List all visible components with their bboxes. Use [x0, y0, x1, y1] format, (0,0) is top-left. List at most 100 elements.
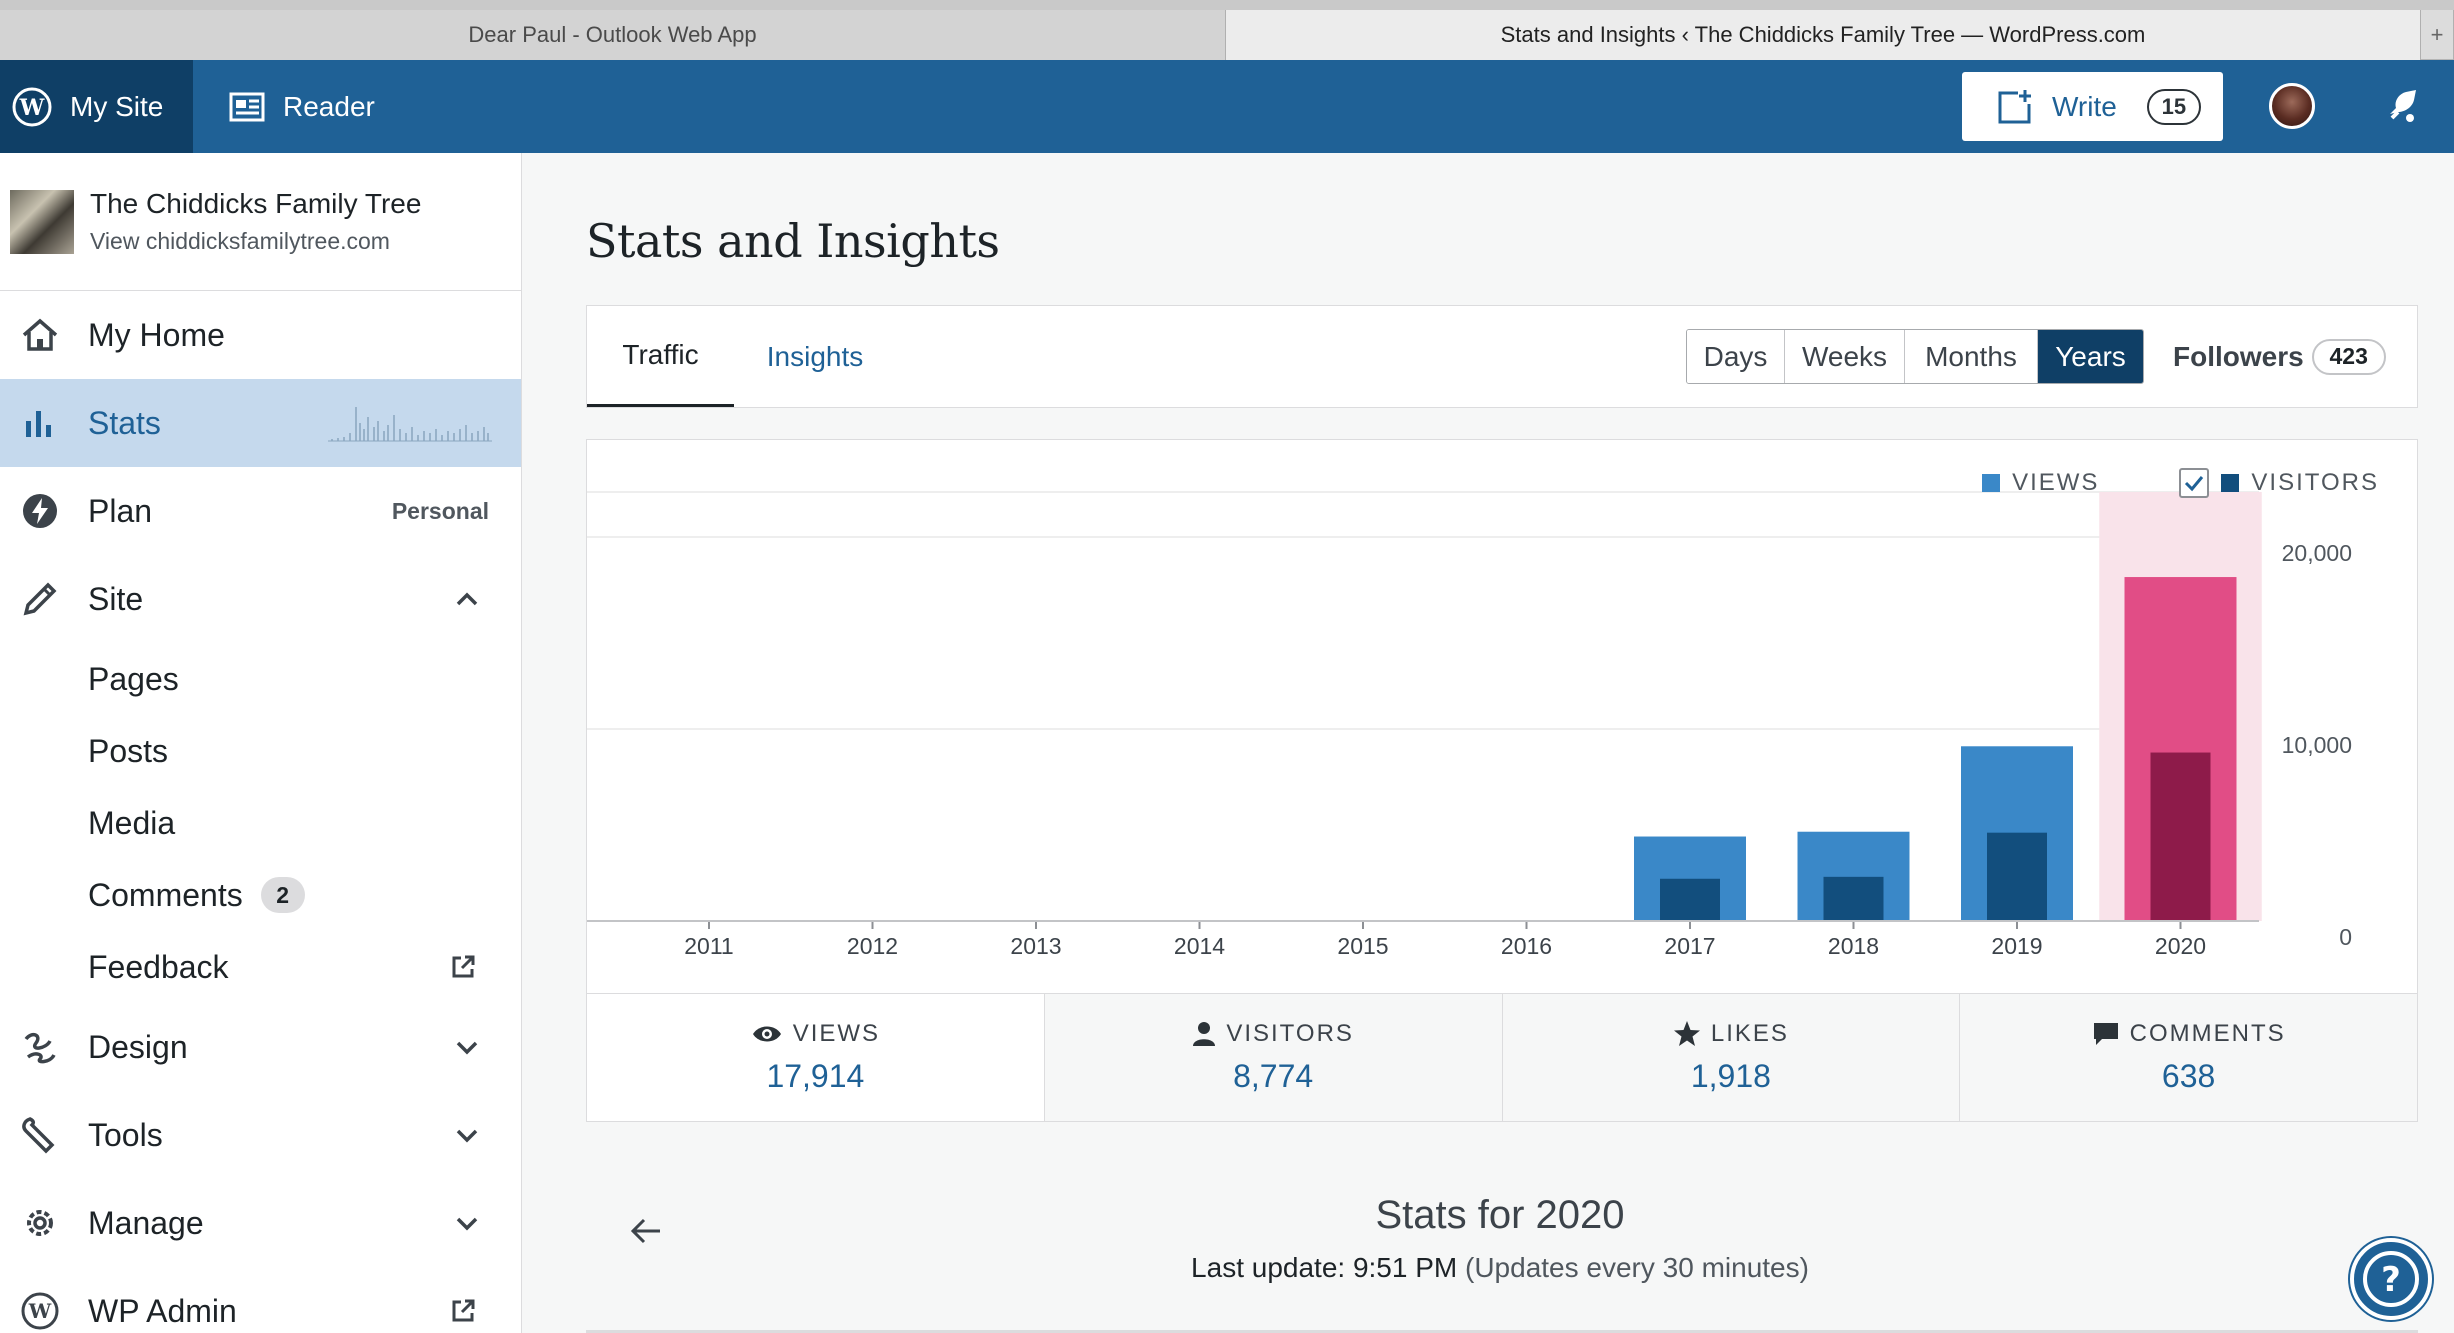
browser-tab-outlook[interactable]: Dear Paul - Outlook Web App	[0, 10, 1226, 60]
period-years-button[interactable]: Years	[2038, 330, 2143, 383]
visitors-bar	[1660, 878, 1720, 921]
period-selector: Days Weeks Months Years	[1686, 329, 2144, 384]
followers-label: Followers	[2173, 340, 2304, 372]
write-label: Write	[2052, 90, 2117, 122]
summary-comments-tab[interactable]: COMMENTS 638	[1959, 994, 2417, 1121]
help-button[interactable]: ?	[2350, 1238, 2432, 1320]
section-divider	[586, 1330, 2418, 1333]
sidebar-item-label: Feedback	[88, 948, 229, 985]
reader-icon	[229, 91, 265, 123]
period-days-button[interactable]: Days	[1687, 330, 1785, 383]
speech-bubble-icon	[2093, 1023, 2118, 1045]
sidebar-item-plan[interactable]: Plan Personal	[0, 467, 521, 555]
reader-label: Reader	[283, 90, 375, 122]
reader-button[interactable]: Reader	[193, 60, 375, 153]
followers-count-badge: 423	[2311, 338, 2386, 375]
x-tick-label: 2017	[1664, 933, 1715, 959]
bar-chart-icon	[26, 411, 51, 437]
tab-insights[interactable]: Insights	[766, 340, 864, 372]
x-tick-label: 2019	[1991, 933, 2042, 959]
x-tick-label: 2020	[2155, 933, 2206, 959]
sidebar-subitem-comments[interactable]: Comments 2	[0, 859, 521, 931]
plan-bolt-icon	[23, 494, 57, 528]
view-site-link[interactable]: View chiddicksfamilytree.com	[90, 228, 390, 254]
summary-visitors-tab[interactable]: VISITORS 8,774	[1043, 994, 1502, 1121]
visitors-bar	[1987, 832, 2047, 921]
checkmark-icon	[2185, 476, 2204, 492]
stats-navigation: Traffic Insights Days Weeks Months Years…	[586, 305, 2418, 408]
sidebar-item-manage[interactable]: Manage	[0, 1179, 521, 1267]
chevron-down-icon[interactable]	[453, 1033, 481, 1061]
stats-chart-card: 0 10,000 20,000 2011 2012 2013 2014 2015 2016 201…	[586, 439, 2418, 1122]
chevron-down-icon[interactable]	[453, 1209, 481, 1237]
visitors-bar	[2150, 752, 2211, 921]
sidebar-subitem-posts[interactable]: Posts	[0, 715, 521, 787]
star-icon	[1673, 1021, 1700, 1046]
notifications-bell-icon[interactable]	[2380, 84, 2426, 130]
write-button[interactable]: Write 15	[1962, 72, 2223, 141]
my-site-button[interactable]: W My Site	[0, 60, 193, 153]
sidebar-item-label: Posts	[88, 732, 169, 769]
summary-views-tab[interactable]: VIEWS 17,914	[587, 994, 1044, 1121]
masterbar: W My Site Reader Write 15	[0, 60, 2454, 153]
sidebar-item-label: Site	[88, 580, 144, 617]
sidebar-item-label: My Home	[88, 316, 225, 353]
sidebar-item-site[interactable]: Site	[0, 555, 521, 643]
sidebar-item-label: WP Admin	[88, 1292, 237, 1329]
user-avatar[interactable]	[2269, 83, 2315, 129]
sidebar-item-wp-admin[interactable]: W WP Admin	[0, 1267, 521, 1333]
question-mark-icon: ?	[2363, 1251, 2419, 1307]
tab-traffic[interactable]: Traffic	[587, 306, 734, 407]
period-weeks-button[interactable]: Weeks	[1785, 330, 1905, 383]
sidebar-subitem-pages[interactable]: Pages	[0, 643, 521, 715]
sidebar: The Chiddicks Family Tree View chiddicks…	[0, 153, 522, 1333]
x-tick-label: 2011	[684, 933, 733, 959]
y-tick-label: 20,000	[2282, 540, 2352, 566]
visitors-legend-swatch	[2221, 474, 2240, 492]
x-tick-label: 2012	[847, 933, 898, 959]
external-link-icon	[452, 955, 475, 978]
browser-tab-stats[interactable]: Stats and Insights ‹ The Chiddicks Famil…	[1226, 10, 2421, 60]
external-link-icon	[452, 1299, 475, 1322]
sidebar-item-stats[interactable]: Stats	[0, 379, 521, 467]
previous-period-arrow-icon[interactable]	[626, 1211, 666, 1251]
sidebar-item-label: Manage	[88, 1204, 204, 1241]
drafts-count-badge: 15	[2146, 88, 2201, 125]
sidebar-subitem-feedback[interactable]: Feedback	[0, 931, 521, 1003]
sidebar-item-label: Pages	[88, 660, 179, 697]
period-months-button[interactable]: Months	[1905, 330, 2038, 383]
sidebar-item-tools[interactable]: Tools	[0, 1091, 521, 1179]
chevron-down-icon[interactable]	[453, 1121, 481, 1149]
sidebar-item-label: Comments	[88, 876, 243, 913]
sidebar-subitem-media[interactable]: Media	[0, 787, 521, 859]
gear-icon	[27, 1210, 53, 1236]
x-tick-label: 2015	[1337, 933, 1388, 959]
summary-visitors-label: VISITORS	[1226, 1020, 1354, 1047]
visitors-bar	[1823, 876, 1884, 921]
my-site-label: My Site	[70, 90, 164, 122]
site-title: The Chiddicks Family Tree	[90, 188, 422, 219]
site-card[interactable]: The Chiddicks Family Tree View chiddicks…	[0, 153, 521, 291]
person-icon	[1193, 1022, 1216, 1046]
wordpress-icon: W	[21, 1292, 59, 1330]
chevron-up-icon[interactable]	[453, 585, 481, 613]
sidebar-item-design[interactable]: Design	[0, 1003, 521, 1091]
browser-tab-bar: Dear Paul - Outlook Web App Stats and In…	[0, 0, 2454, 60]
followers-link[interactable]: Followers 423	[2173, 329, 2386, 384]
last-update-time: Last update: 9:51 PM	[1191, 1252, 1458, 1283]
summary-comments-value: 638	[2161, 1058, 2216, 1094]
new-tab-button[interactable]: +	[2421, 10, 2454, 60]
summary-likes-label: LIKES	[1710, 1020, 1789, 1047]
visitors-checkbox[interactable]	[2179, 468, 2210, 498]
summary-views-value: 17,914	[766, 1058, 865, 1094]
summary-likes-tab[interactable]: LIKES 1,918	[1501, 994, 1960, 1121]
house-icon	[22, 318, 58, 351]
period-detail-title: Stats for 2020	[1375, 1193, 1625, 1237]
chart-legend: VIEWS VISITORS	[1982, 468, 2379, 498]
sidebar-item-my-home[interactable]: My Home	[0, 291, 521, 379]
update-frequency-note: (Updates every 30 minutes)	[1457, 1252, 1809, 1283]
stats-sparkline	[328, 407, 492, 442]
x-tick-label: 2018	[1828, 933, 1879, 959]
sidebar-item-label: Tools	[88, 1116, 163, 1153]
sidebar-item-label: Stats	[88, 404, 161, 441]
